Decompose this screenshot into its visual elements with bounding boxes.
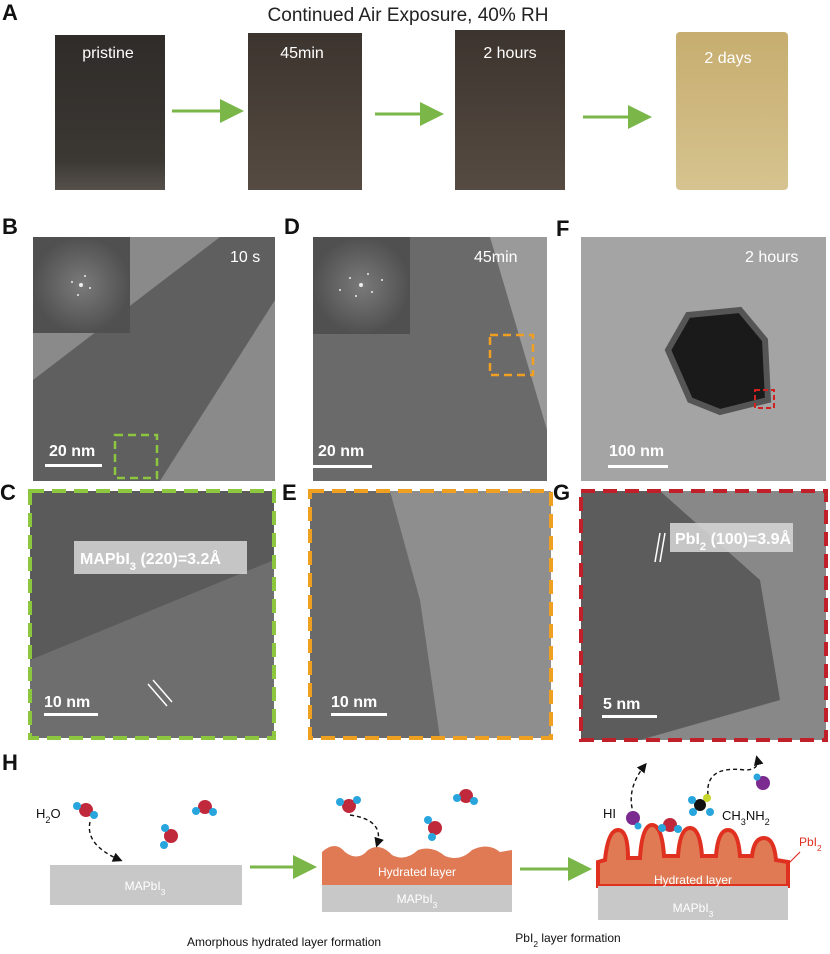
layer-label: PbI2: [799, 835, 822, 853]
substrate-label: MAPbI3: [125, 879, 166, 897]
panel-label: F: [556, 216, 569, 241]
lattice-label: MAPbI3 (220)=3.2Å: [80, 549, 221, 573]
photo: [55, 35, 165, 190]
scale-label: 100 nm: [609, 443, 664, 460]
scale-bar: [45, 464, 102, 467]
substrate: [598, 886, 788, 920]
substrate-label: MAPbI3: [673, 901, 714, 919]
subscript: 2: [700, 541, 706, 553]
subscript: 3: [741, 817, 746, 827]
zoom-frame: [28, 489, 276, 740]
subscript: 3: [433, 900, 438, 910]
scale-bar: [331, 713, 387, 716]
hydrated-layer: [322, 846, 512, 885]
text-part: PbI: [515, 931, 533, 945]
panel-label: G: [553, 480, 570, 505]
caption: PbI2 layer formation: [515, 931, 620, 949]
hrtem-region: [581, 491, 780, 740]
molecule-label: CH3NH2: [722, 808, 770, 827]
hrtem-region: [30, 560, 274, 738]
fft-spots: [339, 273, 383, 297]
time-label: 2 hours: [745, 249, 798, 266]
pbi2-layer: [596, 822, 790, 888]
text-part: H: [36, 806, 45, 821]
subscript: 3: [161, 887, 166, 897]
subscript: 2: [817, 843, 822, 853]
subscript: 2: [533, 939, 538, 949]
scale-label: 10 nm: [44, 694, 90, 711]
zoom-frame: [308, 489, 553, 740]
text-part: MAPbI: [80, 551, 130, 568]
panel-label: H: [2, 750, 18, 775]
text-part: (220)=3.2Å: [136, 549, 221, 568]
panel-label: A: [2, 0, 18, 25]
hrtem-region: [310, 491, 440, 738]
photo: [676, 32, 788, 190]
panel-label: E: [282, 480, 297, 505]
tem-particle: [664, 306, 772, 416]
substrate: [322, 885, 512, 912]
tem-particle: [33, 237, 275, 481]
text-part: MAPbI: [397, 892, 433, 906]
time-label: 10 s: [230, 249, 260, 266]
pointer: [785, 851, 801, 867]
molecule-label: HI: [603, 806, 616, 821]
lattice-lines: [654, 532, 666, 563]
subscript: 2: [765, 817, 770, 827]
subscript: 3: [709, 909, 714, 919]
zoom-box: [754, 389, 775, 409]
lattice-lines: [147, 679, 173, 707]
text-part: (100)=3.9Å: [706, 529, 791, 548]
scale-bar: [608, 465, 668, 468]
panel-label: B: [2, 214, 18, 239]
photo: [455, 30, 565, 190]
layer-label: Hydrated layer: [654, 873, 732, 887]
scale-label: 10 nm: [331, 694, 377, 711]
molecule-label: H2O: [36, 806, 61, 825]
text-part: PbI: [675, 531, 700, 548]
paths: [88, 755, 764, 862]
label-box: [670, 523, 793, 552]
text-part: NH: [746, 808, 765, 823]
text-part: CH: [722, 808, 741, 823]
zoom-box: [488, 333, 535, 377]
text-part: layer formation: [538, 931, 621, 945]
layer-label: Hydrated layer: [378, 865, 456, 879]
photo-label: pristine: [82, 45, 134, 62]
substrate-label: MAPbI3: [397, 892, 438, 910]
scale-bar: [44, 713, 98, 716]
scale-label: 20 nm: [318, 443, 364, 460]
subscript: 2: [45, 815, 50, 825]
caption: Amorphous hydrated layer formation: [187, 935, 381, 949]
arrows: [172, 99, 652, 129]
arrows: [250, 855, 592, 881]
photo-label: 2 hours: [483, 45, 536, 62]
scale-bar: [602, 715, 657, 718]
fft-spots: [71, 275, 91, 296]
time-label: 45min: [474, 249, 518, 266]
lattice-label: PbI2 (100)=3.9Å: [675, 529, 792, 553]
text-part: PbI: [799, 835, 817, 849]
panel-label: C: [0, 480, 16, 505]
scale-label: 20 nm: [49, 443, 95, 460]
panel-label: D: [284, 214, 300, 239]
zoom-frame: [579, 489, 828, 742]
subscript: 3: [130, 561, 136, 573]
scale-label: 5 nm: [603, 696, 640, 713]
panel-title: Continued Air Exposure, 40% RH: [268, 5, 549, 26]
label-box: [74, 541, 247, 574]
text-part: O: [50, 806, 60, 821]
photo-label: 45min: [280, 45, 324, 62]
molecules: [73, 773, 770, 849]
substrate: [50, 865, 242, 905]
photo: [248, 33, 362, 190]
photo-label: 2 days: [704, 50, 751, 67]
text-part: MAPbI: [673, 901, 709, 915]
text-part: MAPbI: [125, 879, 161, 893]
zoom-box: [113, 433, 159, 480]
scale-bar: [313, 465, 372, 468]
